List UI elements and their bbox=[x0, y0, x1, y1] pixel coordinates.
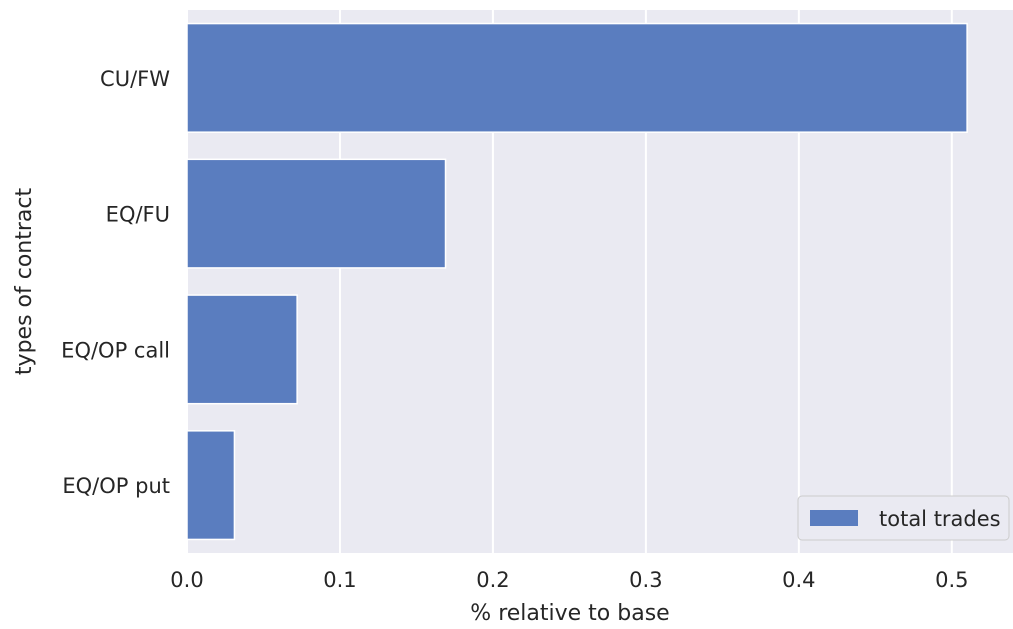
x-tick-label: 0.5 bbox=[935, 568, 968, 592]
x-tick-label: 0.3 bbox=[629, 568, 662, 592]
bar-eq-fu bbox=[186, 158, 447, 269]
x-tick-label: 0.1 bbox=[323, 568, 356, 592]
y-tick-label: EQ/OP call bbox=[61, 338, 170, 362]
bar-eq-op-put bbox=[186, 430, 236, 541]
y-tick-labels: CU/FW EQ/FU EQ/OP call EQ/OP put bbox=[61, 67, 170, 498]
bar-cu-fw bbox=[186, 22, 968, 133]
legend-label: total trades bbox=[879, 507, 1001, 531]
y-tick-label: CU/FW bbox=[100, 67, 170, 91]
x-tick-label: 0.4 bbox=[782, 568, 815, 592]
bar-eq-op-call bbox=[186, 294, 298, 405]
x-tick-label: 0.2 bbox=[476, 568, 509, 592]
y-tick-label: EQ/FU bbox=[106, 203, 170, 227]
legend-box bbox=[797, 495, 1010, 541]
x-axis-label: % relative to base bbox=[470, 601, 669, 626]
legend: total trades bbox=[797, 495, 1010, 541]
legend-swatch bbox=[810, 510, 858, 526]
y-tick-label: EQ/OP put bbox=[62, 474, 170, 498]
x-tick-label: 0.0 bbox=[170, 568, 203, 592]
y-axis-label: types of contract bbox=[12, 188, 37, 376]
x-tick-labels: 0.0 0.1 0.2 0.3 0.4 0.5 bbox=[170, 568, 968, 592]
bars bbox=[186, 22, 968, 541]
